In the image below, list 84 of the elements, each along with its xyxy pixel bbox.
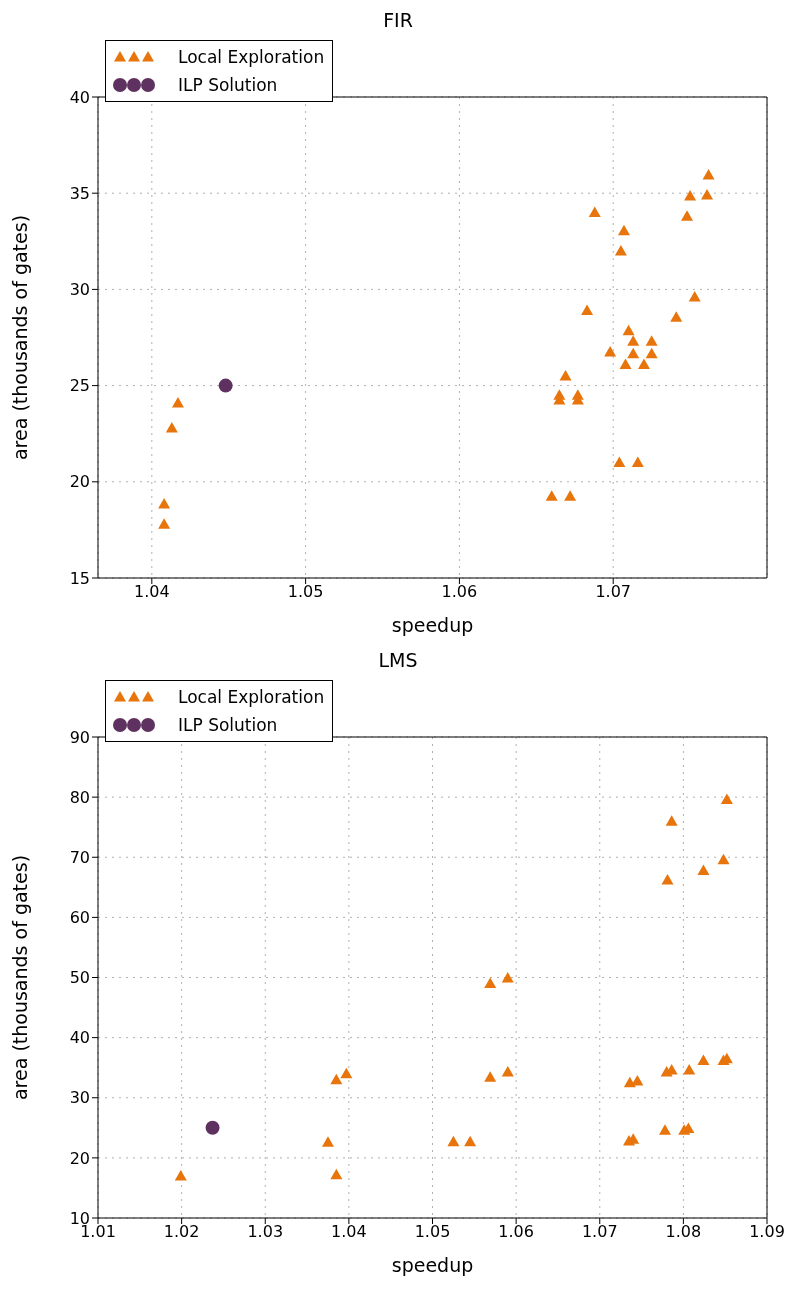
point bbox=[158, 518, 171, 529]
y-tick-label: 25 bbox=[69, 376, 90, 396]
point bbox=[588, 206, 601, 217]
legend-label: ILP Solution bbox=[178, 75, 278, 95]
point bbox=[619, 358, 632, 369]
y-tick-label: 70 bbox=[69, 847, 90, 867]
point bbox=[501, 972, 514, 983]
legend-label: Local Exploration bbox=[178, 687, 325, 707]
chart-title: LMS bbox=[377, 648, 419, 672]
x-tick-label: 1.06 bbox=[498, 1222, 534, 1242]
point bbox=[683, 1064, 696, 1075]
y-tick-label: 40 bbox=[69, 87, 90, 107]
point bbox=[604, 345, 617, 357]
point bbox=[661, 874, 674, 885]
point bbox=[545, 490, 558, 501]
x-tick-label: 1.07 bbox=[595, 582, 632, 602]
point bbox=[697, 864, 710, 875]
x-tick-label: 1.03 bbox=[247, 1222, 284, 1242]
point bbox=[205, 1120, 220, 1135]
x-tick-label: 1.07 bbox=[581, 1222, 618, 1242]
y-axis-title: area (thousands of gates) bbox=[8, 214, 31, 461]
point bbox=[174, 1169, 187, 1181]
point bbox=[720, 793, 733, 805]
point bbox=[559, 369, 572, 381]
point bbox=[581, 304, 594, 316]
point bbox=[501, 1065, 514, 1077]
point bbox=[330, 1168, 343, 1180]
y-tick-label: 20 bbox=[69, 472, 90, 492]
point bbox=[631, 456, 644, 468]
legend-label: Local Exploration bbox=[178, 47, 325, 67]
y-tick-label: 35 bbox=[69, 183, 90, 203]
point bbox=[681, 210, 694, 221]
point bbox=[645, 335, 658, 346]
x-tick-label: 1.08 bbox=[665, 1222, 702, 1242]
point bbox=[645, 347, 658, 359]
point bbox=[464, 1135, 477, 1147]
point bbox=[330, 1073, 343, 1085]
point bbox=[670, 311, 683, 322]
x-axis-title: speedup bbox=[391, 614, 474, 636]
x-tick-label: 1.02 bbox=[163, 1222, 200, 1242]
point bbox=[617, 224, 630, 236]
point bbox=[697, 1054, 710, 1065]
point bbox=[165, 421, 178, 433]
point bbox=[627, 347, 640, 359]
y-tick-label: 20 bbox=[69, 1148, 90, 1168]
point bbox=[702, 168, 715, 180]
point bbox=[717, 853, 730, 865]
y-tick-label: 40 bbox=[69, 1028, 90, 1048]
point bbox=[684, 190, 697, 201]
point bbox=[484, 1071, 497, 1082]
legend-label: ILP Solution bbox=[178, 715, 278, 735]
x-axis-title: speedup bbox=[391, 1254, 474, 1276]
x-tick-label: 1.04 bbox=[134, 582, 170, 602]
y-tick-label: 50 bbox=[69, 968, 90, 988]
y-tick-label: 90 bbox=[69, 727, 90, 747]
point bbox=[688, 291, 701, 302]
point bbox=[321, 1136, 334, 1147]
point bbox=[171, 396, 184, 408]
x-tick-label: 1.05 bbox=[414, 1222, 451, 1242]
point bbox=[622, 324, 635, 336]
point bbox=[614, 244, 627, 256]
x-tick-label: 1.06 bbox=[441, 582, 478, 602]
point bbox=[613, 456, 626, 468]
point bbox=[701, 189, 714, 200]
x-tick-label: 1.04 bbox=[331, 1222, 367, 1242]
x-tick-label: 1.09 bbox=[749, 1222, 785, 1242]
chart-title: FIR bbox=[382, 8, 414, 32]
point bbox=[637, 358, 650, 369]
y-tick-label: 30 bbox=[69, 280, 90, 300]
point bbox=[340, 1067, 353, 1079]
x-tick-label: 1.05 bbox=[287, 582, 324, 602]
point bbox=[658, 1124, 671, 1135]
y-tick-label: 60 bbox=[69, 908, 90, 928]
point bbox=[665, 815, 678, 826]
y-axis-title: area (thousands of gates) bbox=[8, 854, 31, 1101]
y-tick-label: 30 bbox=[69, 1088, 90, 1108]
point bbox=[627, 335, 640, 346]
point bbox=[564, 490, 577, 501]
point bbox=[158, 497, 171, 509]
point bbox=[484, 977, 497, 989]
point bbox=[218, 378, 233, 393]
y-tick-label: 15 bbox=[69, 568, 90, 588]
y-tick-label: 80 bbox=[69, 787, 90, 807]
point bbox=[447, 1135, 460, 1147]
